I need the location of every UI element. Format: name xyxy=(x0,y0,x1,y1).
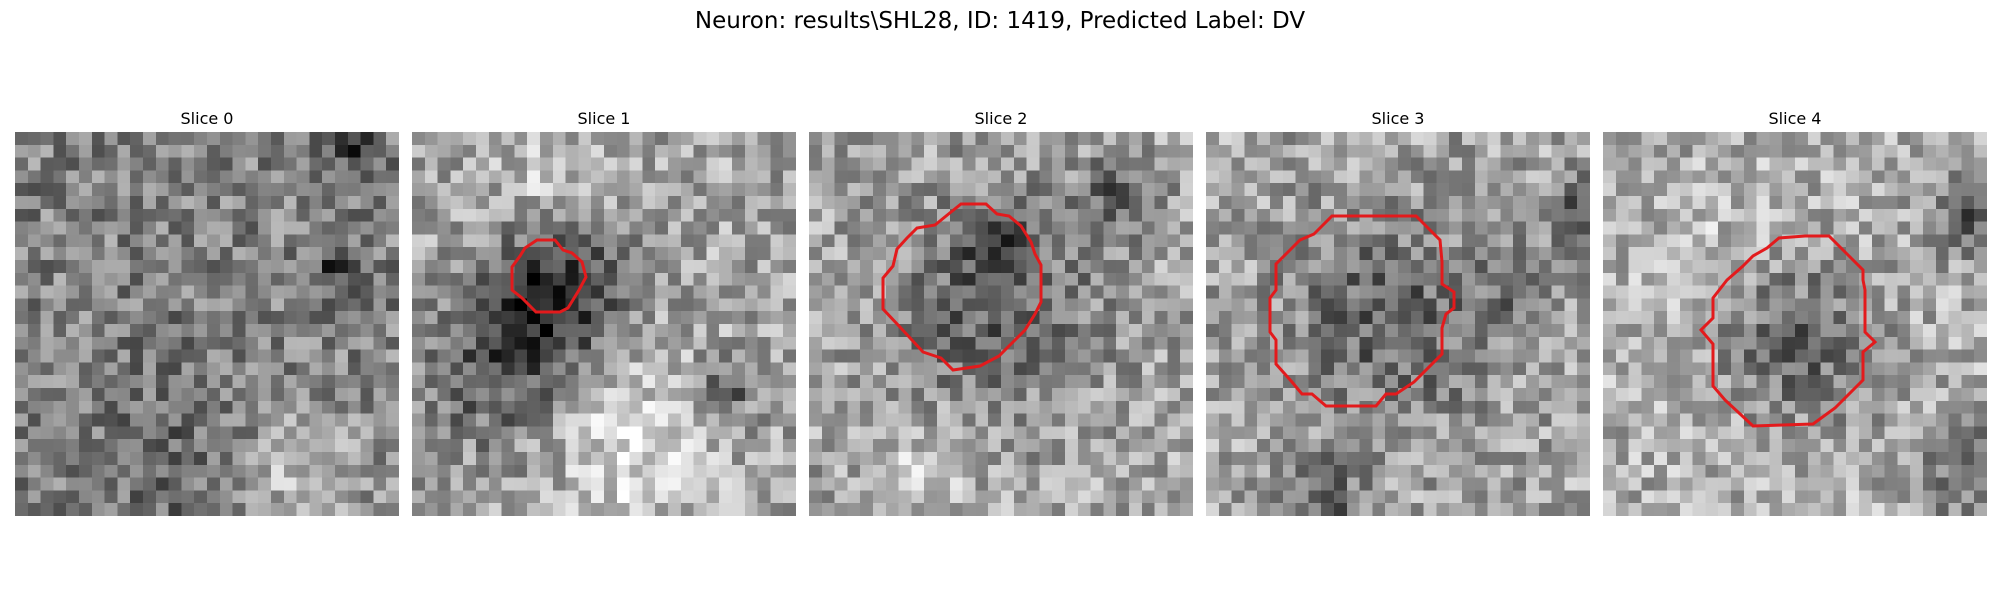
slice-panel-3: Slice 3 xyxy=(1206,110,1590,516)
slice-image xyxy=(15,132,399,516)
slice-pixels xyxy=(809,132,1193,516)
slice-image xyxy=(809,132,1193,516)
slice-panel-2: Slice 2 xyxy=(809,110,1193,516)
slice-title: Slice 4 xyxy=(1768,109,1822,128)
roi-contour xyxy=(881,202,1043,372)
roi-contour xyxy=(1268,214,1456,408)
slice-panel-1: Slice 1 xyxy=(412,110,796,516)
roi-contour xyxy=(1698,234,1878,428)
slice-image xyxy=(1603,132,1987,516)
slice-image xyxy=(412,132,796,516)
slice-panel-4: Slice 4 xyxy=(1603,110,1987,516)
slice-title: Slice 3 xyxy=(1371,109,1425,128)
slice-pixels xyxy=(15,132,399,516)
slice-image xyxy=(1206,132,1590,516)
slice-pixels xyxy=(1603,132,1987,516)
slice-title: Slice 1 xyxy=(577,109,631,128)
slice-pixels xyxy=(412,132,796,516)
figure-title: Neuron: results\SHL28, ID: 1419, Predict… xyxy=(694,8,1306,34)
roi-contour xyxy=(510,238,588,314)
slice-panel-0: Slice 0 xyxy=(15,110,399,516)
slice-title: Slice 2 xyxy=(974,109,1028,128)
slice-title: Slice 0 xyxy=(180,109,234,128)
